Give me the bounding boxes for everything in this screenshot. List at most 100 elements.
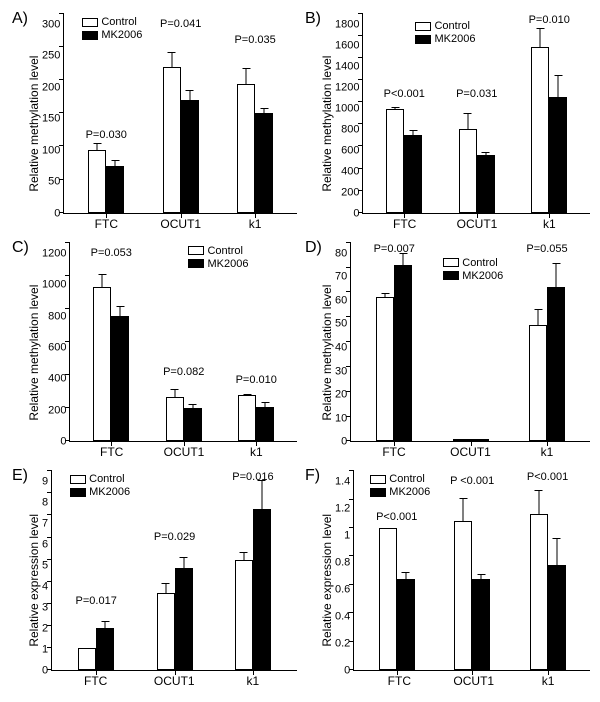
y-tick: 1000 bbox=[42, 280, 66, 291]
p-value: P=0.031 bbox=[456, 88, 497, 100]
y-tick: 1 bbox=[344, 531, 350, 542]
y-tick: 400 bbox=[341, 166, 359, 177]
bar-control bbox=[459, 129, 477, 213]
x-tick: FTC bbox=[393, 217, 416, 231]
plot-area: Relative methylation level12001000800600… bbox=[26, 243, 297, 462]
bar-group bbox=[531, 14, 567, 213]
bar-control bbox=[157, 593, 175, 670]
chart: ControlMK2006P=0.030P=0.041P=0.035 bbox=[63, 14, 297, 214]
x-tick: FTC bbox=[100, 445, 123, 459]
chart: ControlMK2006P<0.001P <0.001P<0.001 bbox=[353, 471, 590, 671]
y-tick: 4 bbox=[42, 582, 48, 593]
y-ticks: 180016001400120010008006004002000 bbox=[335, 14, 362, 214]
p-value: P=0.029 bbox=[154, 531, 195, 543]
x-tick: OCUT1 bbox=[160, 217, 201, 231]
p-value: P<0.001 bbox=[384, 88, 425, 100]
y-tick: 60 bbox=[335, 295, 347, 306]
panel-f: F)Relative expression level1.41.210.80.6… bbox=[303, 467, 590, 690]
p-value: P<0.001 bbox=[527, 471, 568, 483]
x-tick: OCUT1 bbox=[154, 674, 195, 688]
bar-control bbox=[237, 84, 255, 213]
bar-control bbox=[166, 397, 184, 442]
panel-letter: F) bbox=[305, 467, 320, 485]
x-tick: OCUT1 bbox=[453, 674, 494, 688]
y-ticks: 9876543210 bbox=[42, 471, 51, 671]
y-axis-label: Relative expression level bbox=[319, 471, 335, 690]
y-tick: 0.8 bbox=[335, 558, 350, 569]
x-tick: OCUT1 bbox=[457, 217, 498, 231]
bar-treat bbox=[184, 408, 202, 441]
y-tick: 800 bbox=[48, 311, 66, 322]
y-axis-label: Relative methylation level bbox=[319, 243, 335, 462]
x-tick: OCUT1 bbox=[450, 445, 491, 459]
bar-group bbox=[88, 14, 124, 213]
bar-treat bbox=[111, 316, 129, 442]
y-tick: 400 bbox=[48, 374, 66, 385]
chart: ControlMK2006P=0.007P=0.055 bbox=[350, 243, 590, 443]
bar-treat bbox=[548, 565, 566, 670]
panel-c: C)Relative methylation level120010008006… bbox=[10, 239, 297, 462]
chart: ControlMK2006P<0.001P=0.031P=0.010 bbox=[362, 14, 590, 214]
bar-treat bbox=[404, 135, 422, 212]
bar-group bbox=[529, 243, 565, 442]
bar-control bbox=[238, 395, 256, 441]
p-value: P <0.001 bbox=[450, 475, 494, 487]
bar-group bbox=[386, 14, 422, 213]
x-tick: k1 bbox=[249, 217, 262, 231]
p-value: P=0.053 bbox=[91, 247, 132, 259]
y-tick: 300 bbox=[42, 20, 60, 31]
bar-treat bbox=[471, 439, 489, 441]
bar-treat bbox=[549, 97, 567, 213]
y-tick: 800 bbox=[341, 124, 359, 135]
y-tick: 1000 bbox=[335, 103, 359, 114]
x-tick: FTC bbox=[388, 674, 411, 688]
y-tick: 200 bbox=[48, 405, 66, 416]
y-ticks: 120010008006004002000 bbox=[42, 243, 69, 443]
p-value: P=0.007 bbox=[374, 243, 415, 255]
y-ticks: 300250200150100500 bbox=[42, 14, 63, 214]
bar-control bbox=[453, 439, 471, 441]
bar-control bbox=[78, 648, 96, 670]
bar-group bbox=[78, 471, 114, 670]
y-tick: 7 bbox=[42, 519, 48, 530]
x-ticks: FTCOCUT1k1 bbox=[42, 442, 297, 461]
plot-area: Relative methylation level18001600140012… bbox=[319, 14, 590, 233]
y-tick: 0.6 bbox=[335, 585, 350, 596]
bar-group bbox=[376, 243, 412, 442]
plot-area: Relative methylation level30025020015010… bbox=[26, 14, 297, 233]
bar-group bbox=[93, 243, 129, 442]
bar-control bbox=[93, 287, 111, 441]
bar-control bbox=[235, 560, 253, 670]
x-tick: OCUT1 bbox=[164, 445, 205, 459]
y-tick: 1800 bbox=[335, 20, 359, 31]
bar-treat bbox=[106, 166, 124, 212]
bar-group bbox=[238, 243, 274, 442]
y-tick: 70 bbox=[335, 272, 347, 283]
x-ticks: FTCOCUT1k1 bbox=[42, 671, 297, 690]
y-tick: 80 bbox=[335, 248, 347, 259]
y-tick: 100 bbox=[42, 145, 60, 156]
y-tick: 5 bbox=[42, 561, 48, 572]
y-tick: 9 bbox=[42, 477, 48, 488]
p-value: P=0.017 bbox=[76, 595, 117, 607]
bar-treat bbox=[547, 287, 565, 441]
x-tick: k1 bbox=[541, 445, 554, 459]
bar-group bbox=[235, 471, 271, 670]
plot-area: Relative expression level1.41.210.80.60.… bbox=[319, 471, 590, 690]
bar-group bbox=[163, 14, 199, 213]
chart: ControlMK2006P=0.017P=0.029P=0.016 bbox=[51, 471, 297, 671]
y-axis-label: Relative methylation level bbox=[26, 14, 42, 233]
p-value: P=0.010 bbox=[529, 14, 570, 26]
y-tick: 30 bbox=[335, 366, 347, 377]
y-axis-label: Relative expression level bbox=[26, 471, 42, 690]
y-tick: 0.4 bbox=[335, 612, 350, 623]
y-tick: 250 bbox=[42, 51, 60, 62]
y-tick: 1400 bbox=[335, 61, 359, 72]
x-tick: FTC bbox=[95, 217, 118, 231]
bar-group bbox=[459, 14, 495, 213]
bar-group bbox=[454, 471, 490, 670]
plot-area: Relative methylation level80706050403020… bbox=[319, 243, 590, 462]
bar-treat bbox=[175, 568, 193, 670]
p-value: P=0.035 bbox=[234, 34, 275, 46]
bar-group bbox=[530, 471, 566, 670]
